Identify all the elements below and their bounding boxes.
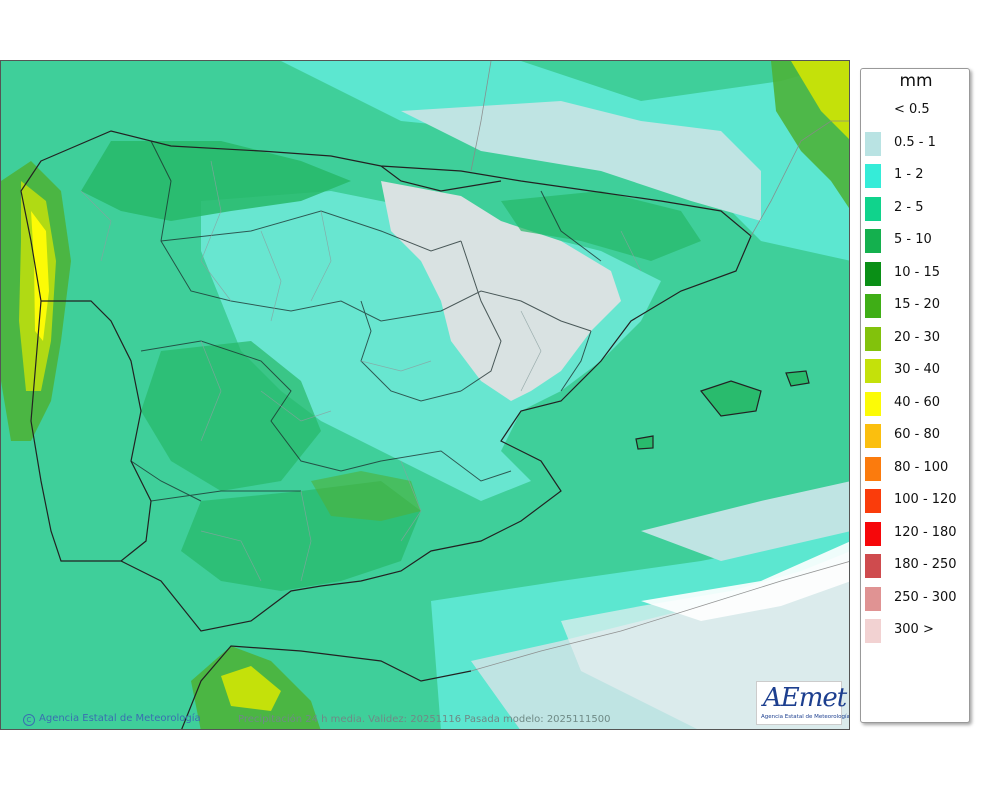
legend-label: < 0.5 <box>894 102 930 117</box>
legend-label: 40 - 60 <box>894 394 941 410</box>
legend-item: 250 - 300 <box>865 585 969 611</box>
legend-label: 2 - 5 <box>894 199 924 215</box>
legend-item: < 0.5 <box>865 97 969 123</box>
legend-label: 60 - 80 <box>894 427 941 442</box>
precipitation-map: C Agencia Estatal de Meteorología Precipi… <box>0 60 850 730</box>
dry-area-ebro <box>381 181 621 401</box>
legend-unit: mm <box>899 71 933 91</box>
aemet-logo: AEmet Agencia Estatal de Meteorología <box>756 681 849 725</box>
legend-item: 1 - 2 <box>865 162 969 188</box>
legend-label: 120 - 180 <box>894 524 957 540</box>
regional-boundaries <box>130 140 602 502</box>
legend-item: 180 - 250 <box>865 552 969 578</box>
legend-item: 0.5 - 1 <box>865 130 969 156</box>
legend-swatch <box>865 99 881 123</box>
legend-item: 30 - 40 <box>865 357 969 383</box>
max-precip-galicia <box>31 211 49 341</box>
aemet-logo-subtitle: Agencia Estatal de Meteorología <box>761 714 850 720</box>
legend-label: 20 - 30 <box>894 329 941 345</box>
legend-item: 120 - 180 <box>865 520 969 546</box>
coastline-europe <box>470 61 849 672</box>
legend-label: 180 - 250 <box>894 557 957 572</box>
legend-label: 300 > <box>894 622 934 637</box>
legend-swatch <box>865 424 881 448</box>
legend-label: 100 - 120 <box>894 492 957 507</box>
legend-swatch <box>865 586 881 611</box>
copyright-notice: C Agencia Estatal de Meteorología <box>23 713 201 726</box>
legend-label: 0.5 - 1 <box>894 134 936 150</box>
legend-swatch <box>865 164 881 188</box>
legend-swatch <box>865 294 881 318</box>
legend-item: 5 - 10 <box>865 227 969 253</box>
legend-swatch <box>865 489 881 513</box>
legend-label: 30 - 40 <box>894 362 941 377</box>
balearic-islands <box>701 381 761 416</box>
aemet-logo-text: AEmet <box>763 683 847 713</box>
legend-item: 80 - 100 <box>865 455 969 481</box>
legend-swatch <box>865 196 881 221</box>
legend-swatch <box>865 131 881 156</box>
precipitation-legend: mm < 0.5 0.5 - 1 1 - 2 2 - 5 5 - 10 10 - 15 15… <box>860 68 970 723</box>
legend-item: 100 - 120 <box>865 487 969 513</box>
legend-label: 10 - 15 <box>894 264 941 280</box>
legend-label: 80 - 100 <box>894 459 949 475</box>
legend-item: 2 - 5 <box>865 195 969 221</box>
legend-label: 15 - 20 <box>894 297 941 312</box>
country-borders <box>20 130 810 729</box>
copyright-text: Agencia Estatal de Meteorología <box>39 713 201 724</box>
legend-item: 20 - 30 <box>865 325 969 351</box>
legend-swatch <box>865 456 881 481</box>
map-canvas <box>1 61 849 729</box>
legend-item: 40 - 60 <box>865 390 969 416</box>
legend-label: 250 - 300 <box>894 589 957 605</box>
low-precip-area-north <box>401 101 761 221</box>
legend-item: 15 - 20 <box>865 292 969 318</box>
legend-item: 300 > <box>865 617 969 643</box>
legend-swatch <box>865 359 881 383</box>
legend-swatch <box>865 619 881 643</box>
legend-swatch <box>865 391 881 416</box>
legend-label: 1 - 2 <box>894 167 924 182</box>
legend-item: 60 - 80 <box>865 422 969 448</box>
legend-swatch <box>865 261 881 286</box>
copyright-icon: C <box>23 714 35 726</box>
legend-swatch <box>865 229 881 253</box>
legend-swatch <box>865 521 881 546</box>
legend-item: 10 - 15 <box>865 260 969 286</box>
legend-label: 5 - 10 <box>894 232 932 247</box>
map-caption: Precipitación 24 h media. Validez: 20251… <box>238 714 611 725</box>
legend-swatch <box>865 554 881 578</box>
legend-swatch <box>865 326 881 351</box>
